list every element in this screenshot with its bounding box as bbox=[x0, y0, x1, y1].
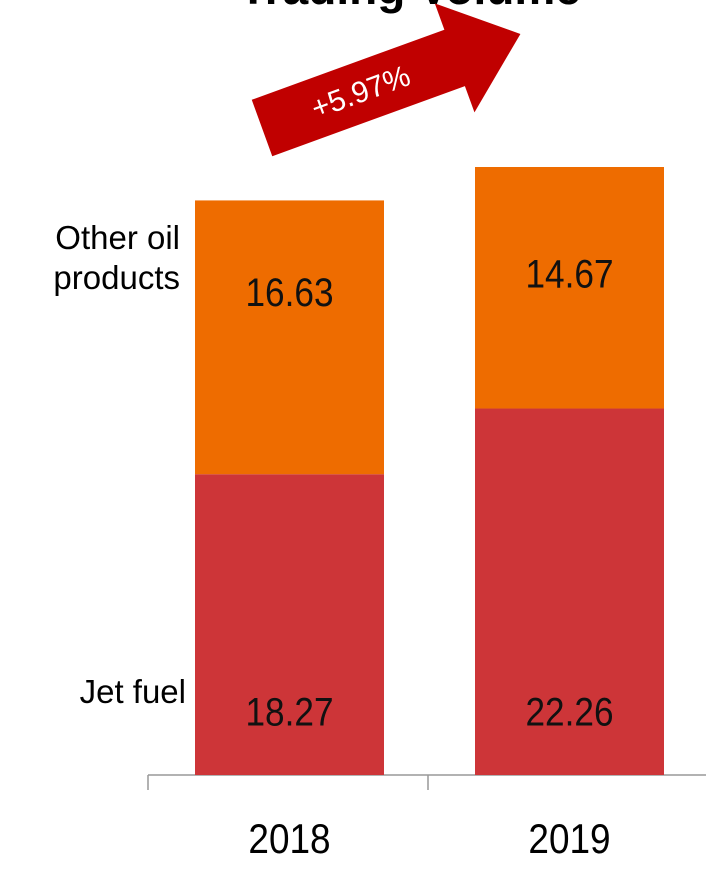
data-label: 16.63 bbox=[245, 270, 333, 315]
data-label: 22.26 bbox=[525, 689, 613, 734]
bar-segment bbox=[475, 167, 664, 409]
growth-arrow: +5.97% bbox=[251, 3, 521, 157]
legend-label: Jet fuel bbox=[79, 673, 186, 710]
legend-label: Other oil products bbox=[53, 219, 180, 296]
bar-segment bbox=[195, 474, 384, 775]
data-label: 14.67 bbox=[525, 251, 613, 296]
bar-segment bbox=[475, 408, 664, 775]
x-tick-label: 2018 bbox=[248, 816, 330, 863]
chart-title: Trading Volume bbox=[239, 0, 581, 14]
arrow-shape bbox=[251, 3, 521, 157]
bar-segment bbox=[195, 200, 384, 475]
data-label: 18.27 bbox=[245, 689, 333, 734]
x-tick-label: 2019 bbox=[528, 816, 610, 863]
